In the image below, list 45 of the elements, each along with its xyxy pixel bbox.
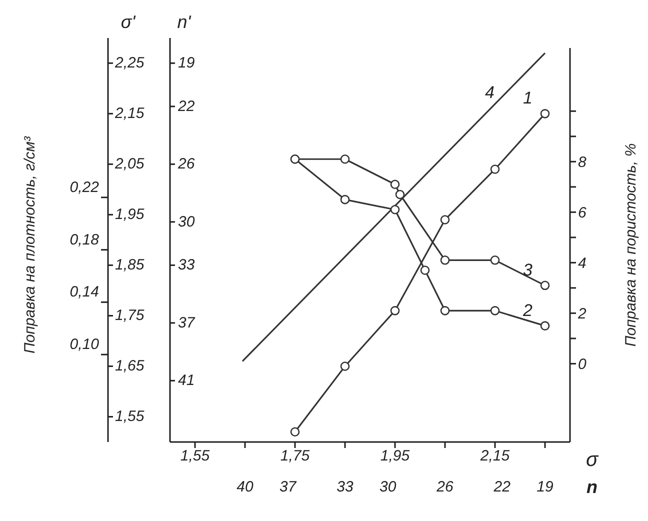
y-tick-label: 1,85 [115,256,145,274]
x-tick-label: 1,55 [180,448,210,465]
y-tick-label: 1,65 [115,358,145,375]
y2-tick-label: 6 [578,204,587,222]
y3-tick-label: 41 [178,372,195,390]
y3-tick-label: 33 [178,256,196,274]
text: 0,14 [70,284,99,301]
series-label: 3 [523,260,533,280]
x2-axis-title: n [586,477,598,497]
y-tick-label: 1,55 [115,408,145,426]
text: Поправка на плотность, г/см³ [22,135,38,354]
x2-tick-label: 40 [236,478,254,496]
y3-tick-label: 26 [177,156,196,173]
text: 0,22 [70,178,100,196]
text: 0,18 [70,231,100,248]
x2-tick-label: 26 [436,478,454,496]
y2-axis-title: Поправка на пористость, % [622,143,640,347]
x-axis-title: σ [586,449,599,471]
y3-tick-label: 37 [178,314,196,332]
y-tick-label: 1,95 [115,206,145,224]
y-axis-title: σ' [120,12,136,32]
y3-tick-label: 30 [178,213,196,230]
y3-axis-title: n' [177,12,192,32]
series-label: 2 [522,300,533,320]
y2-tick-label: 8 [578,154,587,171]
x2-tick-label: 22 [492,478,512,496]
x2-tick-label: 19 [536,478,554,496]
y-tick-label: 2,15 [114,105,145,122]
text: 0,10 [70,336,100,354]
x-tick-label: 1,75 [280,448,310,465]
y3-tick-label: 22 [177,98,196,115]
y-tick-label: 2,05 [114,156,145,173]
x-tick-label: 1,95 [380,448,410,465]
x-tick-label: 2,15 [479,448,510,465]
y2-tick-label: 4 [578,255,586,272]
y2-tick-label: 2 [577,306,587,323]
y-tick-label: 2,25 [114,54,145,72]
y3-tick-label: 19 [178,54,196,72]
y-tick-label: 1,75 [115,307,145,324]
x2-tick-label: 30 [380,478,397,496]
y2-tick-label: 0 [578,356,587,374]
x2-tick-label: 37 [280,478,297,496]
series-label: 4 [485,83,494,102]
x2-tick-label: 33 [336,478,354,496]
series-label: 1 [523,88,532,108]
